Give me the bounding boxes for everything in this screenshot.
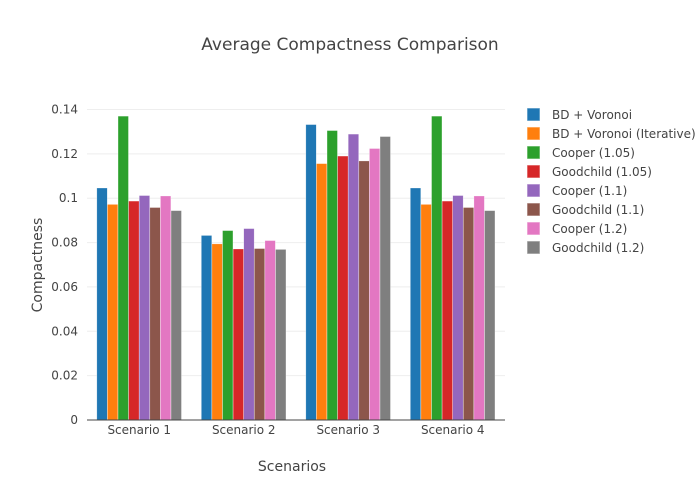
bar-bd-voronoi-iterative-2 [211,243,223,421]
bar-bd-voronoi-iterative-3 [316,163,328,421]
bar-goodchild-1-1-3 [358,160,370,421]
legend-label: BD + Voronoi [552,108,632,122]
bar-goodchild-1-1-4 [463,207,475,421]
y-tick-label: 0.1 [59,191,78,205]
legend-label: BD + Voronoi (Iterative) [552,127,696,141]
legend-item[interactable]: Goodchild (1.2) [526,240,644,255]
bars [96,115,496,421]
legend-item[interactable]: BD + Voronoi (Iterative) [526,126,696,141]
bar-cooper-1-05-4 [431,115,443,421]
x-tick-label: Scenario 1 [107,423,171,437]
bar-cooper-1-1-2 [243,228,255,421]
chart-title: Average Compactness Comparison [201,35,498,55]
x-axis-label: Scenarios [258,459,326,475]
bar-cooper-1-2-4 [473,195,485,421]
x-tick-labels: Scenario 1 Scenario 2 Scenario 3 Scenario 4 [107,423,484,437]
x-tick-label: Scenario 2 [212,423,276,437]
bar-goodchild-1-05-3 [337,155,349,421]
bar-goodchild-1-05-2 [232,248,244,421]
bar-cooper-1-1-4 [452,195,464,421]
legend: BD + Voronoi BD + Voronoi (Iterative) Coop… [526,107,696,255]
bar-cooper-1-05-3 [326,130,338,421]
legend-item[interactable]: Cooper (1.2) [526,221,627,236]
bar-goodchild-1-2-4 [484,210,496,421]
legend-label: Goodchild (1.2) [552,241,644,255]
legend-swatch [526,107,541,122]
y-axis-label: Compactness [30,218,46,313]
legend-swatch [526,126,541,141]
legend-label: Cooper (1.05) [552,146,635,160]
bar-goodchild-1-2-3 [379,136,391,421]
legend-item[interactable]: Goodchild (1.1) [526,202,644,217]
legend-swatch [526,221,541,236]
bar-goodchild-1-1-2 [254,248,266,421]
legend-swatch [526,145,541,160]
legend-label: Goodchild (1.1) [552,203,644,217]
bar-goodchild-1-2-1 [170,210,182,421]
bar-cooper-1-05-2 [222,230,234,421]
legend-item[interactable]: Cooper (1.05) [526,145,635,160]
bar-bd-voronoi-iterative-4 [420,204,432,421]
legend-item[interactable]: BD + Voronoi [526,107,632,122]
legend-swatch [526,202,541,217]
bar-goodchild-1-2-2 [275,249,287,421]
y-tick-labels: 0 0.02 0.04 0.06 0.08 0.1 0.12 0.14 [51,103,78,428]
bar-cooper-1-1-1 [139,195,150,421]
y-tick-label: 0.12 [51,147,78,161]
bar-cooper-1-1-3 [348,133,359,421]
y-tick-label: 0.04 [51,324,78,338]
y-tick-label: 0.06 [51,280,78,294]
legend-swatch [526,183,541,198]
x-tick-label: Scenario 3 [316,423,380,437]
bar-cooper-1-2-2 [264,240,276,421]
x-tick-label: Scenario 4 [421,423,485,437]
y-tick-label: 0.02 [51,369,78,383]
bar-goodchild-1-1-1 [149,207,161,421]
y-tick-label: 0 [70,413,78,427]
legend-label: Goodchild (1.05) [552,165,652,179]
bar-bd-voronoi-2 [201,235,213,421]
legend-label: Cooper (1.1) [552,184,627,198]
bar-cooper-1-2-3 [369,148,381,421]
y-tick-label: 0.14 [51,103,78,117]
bar-goodchild-1-05-1 [128,200,140,421]
bar-bd-voronoi-1 [96,187,108,421]
bar-bd-voronoi-4 [410,187,422,421]
y-tick-label: 0.08 [51,236,78,250]
bar-bd-voronoi-iterative-1 [107,204,119,421]
legend-label: Cooper (1.2) [552,222,627,236]
bar-cooper-1-2-1 [160,195,172,421]
bar-cooper-1-05-1 [117,115,129,421]
legend-swatch [526,240,541,255]
bar-goodchild-1-05-4 [441,200,453,421]
legend-swatch [526,164,541,179]
legend-item[interactable]: Goodchild (1.05) [526,164,652,179]
legend-item[interactable]: Cooper (1.1) [526,183,627,198]
bar-bd-voronoi-3 [305,124,317,421]
